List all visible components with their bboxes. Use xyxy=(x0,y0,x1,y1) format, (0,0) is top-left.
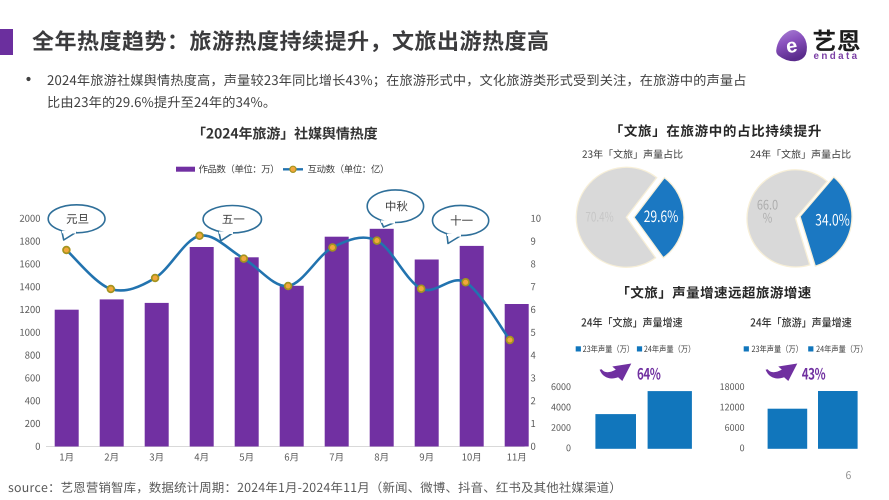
svg-text:endata: endata xyxy=(814,51,860,62)
svg-text:e: e xyxy=(784,35,798,58)
